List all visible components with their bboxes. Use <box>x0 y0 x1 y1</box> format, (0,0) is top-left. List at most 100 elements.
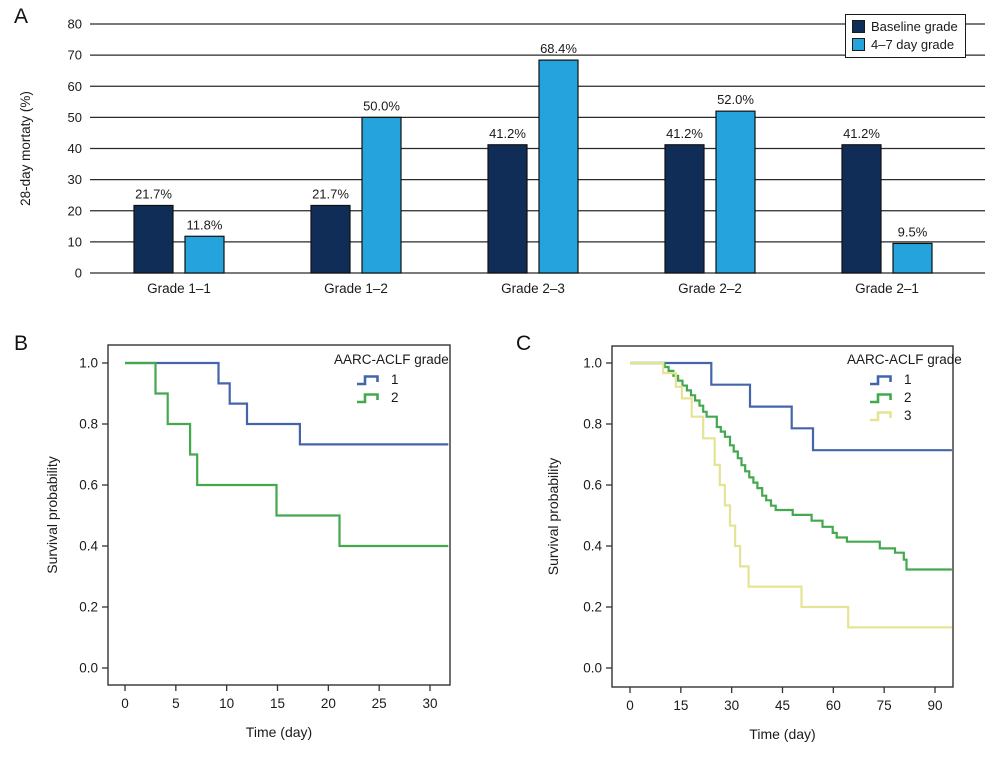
svg-text:0.2: 0.2 <box>583 600 602 615</box>
bar <box>664 144 705 274</box>
panel-c-label: C <box>516 332 532 355</box>
svg-text:0: 0 <box>626 698 634 713</box>
bar-chart-panel-a: 0 10 20 30 40 50 60 70 80 28-day mortaty (%) 21.7%… <box>18 17 985 296</box>
bar <box>715 110 756 274</box>
svg-text:30: 30 <box>68 172 82 187</box>
svg-text:21.7%: 21.7% <box>312 186 349 201</box>
x-axis-title: Time (day) <box>749 726 815 742</box>
legend-item-grade-1: 1 <box>869 371 962 389</box>
svg-text:Grade 1–2: Grade 1–2 <box>324 281 388 296</box>
y-tick-labels: 0 10 20 30 40 50 60 70 80 <box>68 17 82 281</box>
svg-text:15: 15 <box>673 698 688 713</box>
svg-text:60: 60 <box>68 79 82 94</box>
y-gridlines <box>90 23 985 274</box>
baseline-grade-legend-label: Baseline grade <box>871 19 958 34</box>
svg-text:68.4%: 68.4% <box>540 41 577 56</box>
svg-text:Grade 2–3: Grade 2–3 <box>501 281 565 296</box>
grade-1-legend-label: 1 <box>391 372 399 388</box>
legend-item-grade-3: 3 <box>869 407 962 425</box>
svg-text:9.5%: 9.5% <box>898 224 928 239</box>
x-axis-title: Time (day) <box>246 724 312 740</box>
y-axis-title: Survival probability <box>545 458 561 576</box>
svg-text:60: 60 <box>826 698 841 713</box>
legend-row-day-grade: 4–7 day grade <box>852 37 958 52</box>
svg-text:45: 45 <box>775 698 790 713</box>
bar <box>841 144 882 274</box>
legend-item-grade-1: 1 <box>356 371 449 389</box>
svg-text:20: 20 <box>321 696 336 711</box>
bar <box>538 59 579 274</box>
category-labels: Grade 1–1 Grade 1–2 Grade 2–3 Grade 2–2 Grad… <box>147 281 919 296</box>
panel-b-legend-title: AARC-ACLF grade <box>334 352 449 367</box>
svg-text:21.7%: 21.7% <box>135 186 172 201</box>
legend-row-baseline-grade: Baseline grade <box>852 19 958 34</box>
svg-text:Grade 1–1: Grade 1–1 <box>147 281 211 296</box>
svg-text:1.0: 1.0 <box>583 356 602 371</box>
svg-text:0.8: 0.8 <box>583 417 602 432</box>
bar <box>133 204 174 274</box>
svg-text:15: 15 <box>270 696 285 711</box>
svg-text:0: 0 <box>121 696 129 711</box>
panel-a-legend: Baseline grade 4–7 day grade <box>845 14 966 58</box>
survival-curve-grade-1 <box>125 361 449 446</box>
svg-text:0.0: 0.0 <box>583 661 602 676</box>
day-grade-swatch-icon <box>852 38 865 51</box>
svg-text:75: 75 <box>877 698 892 713</box>
svg-text:0.0: 0.0 <box>79 661 98 676</box>
y-axis-title: 28-day mortaty (%) <box>18 91 33 206</box>
legend-item-grade-2: 2 <box>869 389 962 407</box>
svg-text:41.2%: 41.2% <box>489 126 526 141</box>
grade-2-legend-label: 2 <box>904 390 912 406</box>
svg-text:25: 25 <box>372 696 387 711</box>
svg-text:80: 80 <box>68 17 82 32</box>
survival-curve-grade-3 <box>630 361 952 629</box>
step-line-icon <box>870 411 892 422</box>
panel-c-legend-title: AARC-ACLF grade <box>847 352 962 367</box>
step-line-icon <box>870 393 892 404</box>
legend-item-grade-2: 2 <box>356 389 449 407</box>
panel-b-legend: AARC-ACLF grade 1 2 <box>334 352 449 407</box>
panel-c-legend: AARC-ACLF grade 1 2 3 <box>847 352 962 425</box>
day-grade-legend-label: 4–7 day grade <box>871 37 955 52</box>
survival-curve-grade-2 <box>125 361 449 548</box>
svg-text:30: 30 <box>422 696 437 711</box>
panel-b-label: B <box>14 332 29 355</box>
grade-1-legend-label: 1 <box>904 372 912 388</box>
svg-text:11.8%: 11.8% <box>187 217 223 232</box>
svg-text:0.6: 0.6 <box>583 478 602 493</box>
bars <box>133 59 933 274</box>
bar <box>310 204 351 274</box>
svg-text:41.2%: 41.2% <box>843 126 880 141</box>
svg-text:90: 90 <box>927 698 942 713</box>
svg-text:0: 0 <box>75 266 82 281</box>
svg-text:52.0%: 52.0% <box>717 92 754 107</box>
bar <box>892 242 933 274</box>
axis-ticks: 0 15 30 45 60 75 90 0.0 0.2 0.4 0.6 0.8 1.0 <box>583 356 942 714</box>
svg-text:50: 50 <box>68 110 82 125</box>
svg-text:Grade 2–1: Grade 2–1 <box>855 281 919 296</box>
step-line-icon <box>357 375 379 386</box>
step-line-icon <box>870 375 892 386</box>
bar <box>184 235 225 274</box>
baseline-grade-swatch-icon <box>852 20 865 33</box>
svg-text:Grade 2–2: Grade 2–2 <box>678 281 742 296</box>
km-chart-panel-c: 0 15 30 45 60 75 90 0.0 0.2 0.4 0.6 0.8 1.0 Time (day… <box>545 345 954 742</box>
svg-text:0.2: 0.2 <box>79 600 98 615</box>
km-chart-panel-b: 0 5 10 15 20 25 30 0.0 0.2 0.4 0.6 0.8 1.0 Time (day)… <box>44 344 451 740</box>
plot-border <box>107 344 451 686</box>
survival-curve-grade-1 <box>630 361 952 452</box>
bar-value-labels: 21.7% 21.7% 41.2% 41.2% 41.2% 11.8% 50.0% 68.4%… <box>135 41 928 239</box>
svg-text:10: 10 <box>68 234 82 249</box>
svg-text:10: 10 <box>219 696 234 711</box>
svg-text:70: 70 <box>68 48 82 63</box>
y-axis-title: Survival probability <box>44 456 60 574</box>
svg-text:50.0%: 50.0% <box>363 98 400 113</box>
bar <box>361 116 402 274</box>
svg-text:0.6: 0.6 <box>79 478 98 493</box>
grade-3-legend-label: 3 <box>904 408 912 424</box>
svg-text:0.4: 0.4 <box>583 539 602 554</box>
step-line-icon <box>357 393 379 404</box>
svg-text:0.4: 0.4 <box>79 539 98 554</box>
panel-a-label: A <box>14 5 29 28</box>
